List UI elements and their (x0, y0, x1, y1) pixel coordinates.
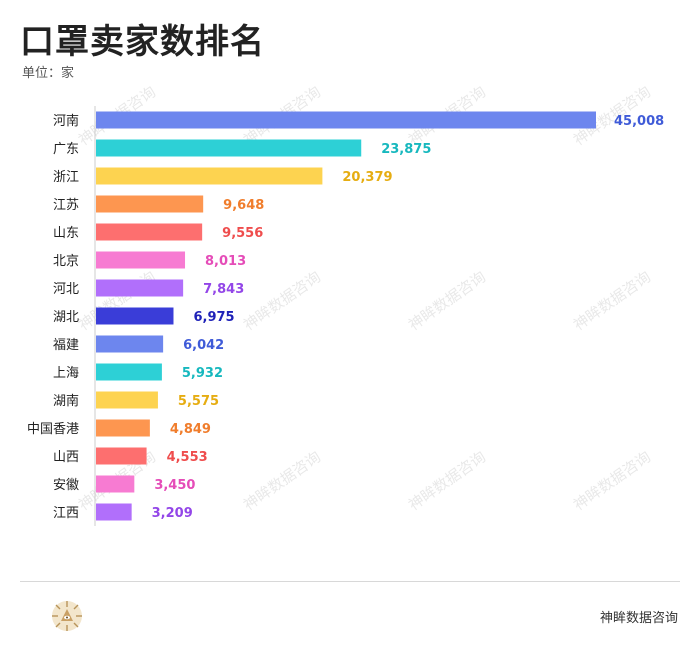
category-label: 广东 (53, 142, 79, 157)
category-label: 中国香港 (27, 422, 79, 437)
category-label: 江苏 (53, 197, 79, 213)
bar (96, 223, 203, 241)
category-label: 河北 (53, 282, 79, 297)
category-label: 安徽 (53, 478, 79, 493)
value-label: 3,209 (152, 506, 193, 521)
bar (96, 111, 596, 129)
unit-label: 单位：家 (22, 66, 75, 81)
bar (96, 195, 204, 213)
bar (96, 363, 162, 381)
bar (96, 167, 323, 185)
bar (96, 391, 158, 409)
bar (96, 251, 186, 269)
category-label: 山东 (53, 226, 79, 241)
footer-divider (20, 581, 680, 582)
category-label: 福建 (53, 338, 79, 353)
value-label: 6,042 (183, 338, 224, 353)
bar (96, 503, 132, 521)
value-label: 6,975 (193, 310, 234, 325)
brand-logo-icon (52, 601, 82, 631)
watermark-text: 神眸数据咨询 (570, 448, 654, 514)
category-label: 河南 (53, 113, 79, 129)
value-label: 8,013 (205, 254, 246, 269)
category-label: 上海 (53, 366, 79, 381)
category-label: 湖北 (53, 310, 79, 325)
value-label: 9,648 (223, 198, 264, 213)
value-label: 45,008 (614, 114, 664, 129)
value-label: 23,875 (381, 142, 431, 157)
category-label: 山西 (53, 450, 79, 465)
chart-title: 口罩卖家数排名 (20, 22, 265, 62)
category-label: 江西 (53, 506, 79, 521)
bar (96, 279, 184, 297)
category-label: 湖南 (53, 393, 79, 409)
bar (96, 447, 147, 465)
watermark-text: 神眸数据咨询 (405, 448, 489, 514)
bar (96, 335, 164, 353)
value-label: 3,450 (154, 478, 195, 493)
value-label: 7,843 (203, 282, 244, 297)
bar (96, 139, 362, 157)
watermark-text: 神眸数据咨询 (240, 448, 324, 514)
footer-brand: 神眸数据咨询 (599, 611, 678, 626)
value-label: 5,575 (178, 394, 219, 409)
value-label: 4,553 (167, 450, 208, 465)
value-label: 20,379 (342, 170, 392, 185)
bar (96, 419, 150, 437)
category-label: 浙江 (53, 170, 79, 185)
bar (96, 475, 135, 493)
watermark-text: 神眸数据咨询 (240, 268, 324, 334)
watermark-text: 神眸数据咨询 (405, 268, 489, 334)
value-label: 5,932 (182, 366, 223, 381)
bar (96, 307, 174, 325)
value-label: 4,849 (170, 422, 211, 437)
category-label: 北京 (53, 254, 79, 269)
value-label: 9,556 (222, 226, 263, 241)
watermark-text: 神眸数据咨询 (570, 268, 654, 334)
